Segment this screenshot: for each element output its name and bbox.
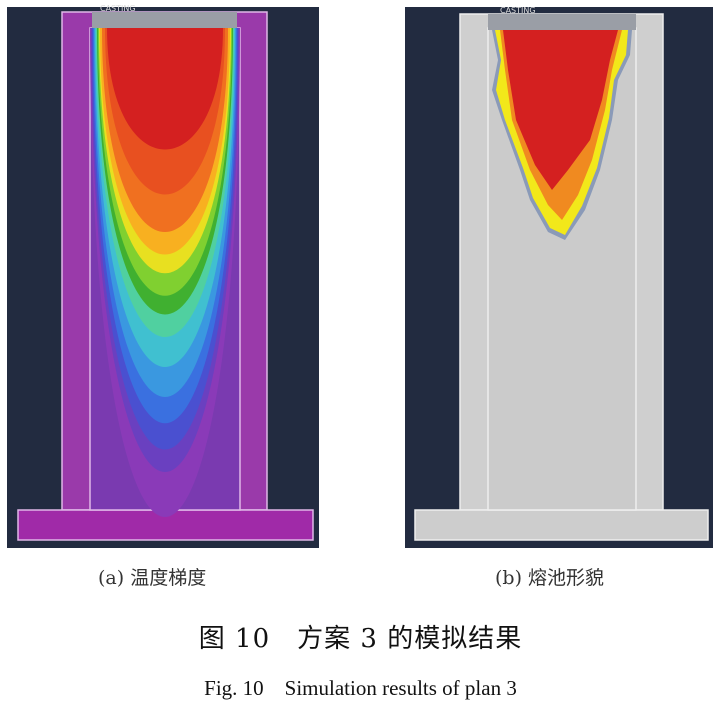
figure-title-en: Fig. 10 Simulation results of plan 3 [204,676,517,700]
panel-a-temperature-gradient: CASTING [7,4,319,548]
casting-label-a: CASTING [100,4,136,13]
figure-title-cn: 图 10 方案 3 的模拟结果 [198,624,523,654]
panel-a-caption: (a) 温度梯度 [98,567,207,589]
simulation-figure: CASTING CASTING [7,4,713,548]
panel-b-caption: (b) 熔池形貌 [495,567,605,589]
contour-band [107,28,223,150]
temperature-contours [90,28,240,517]
panel-b-melt-pool: CASTING [405,6,713,548]
casting-label-b: CASTING [500,6,536,15]
